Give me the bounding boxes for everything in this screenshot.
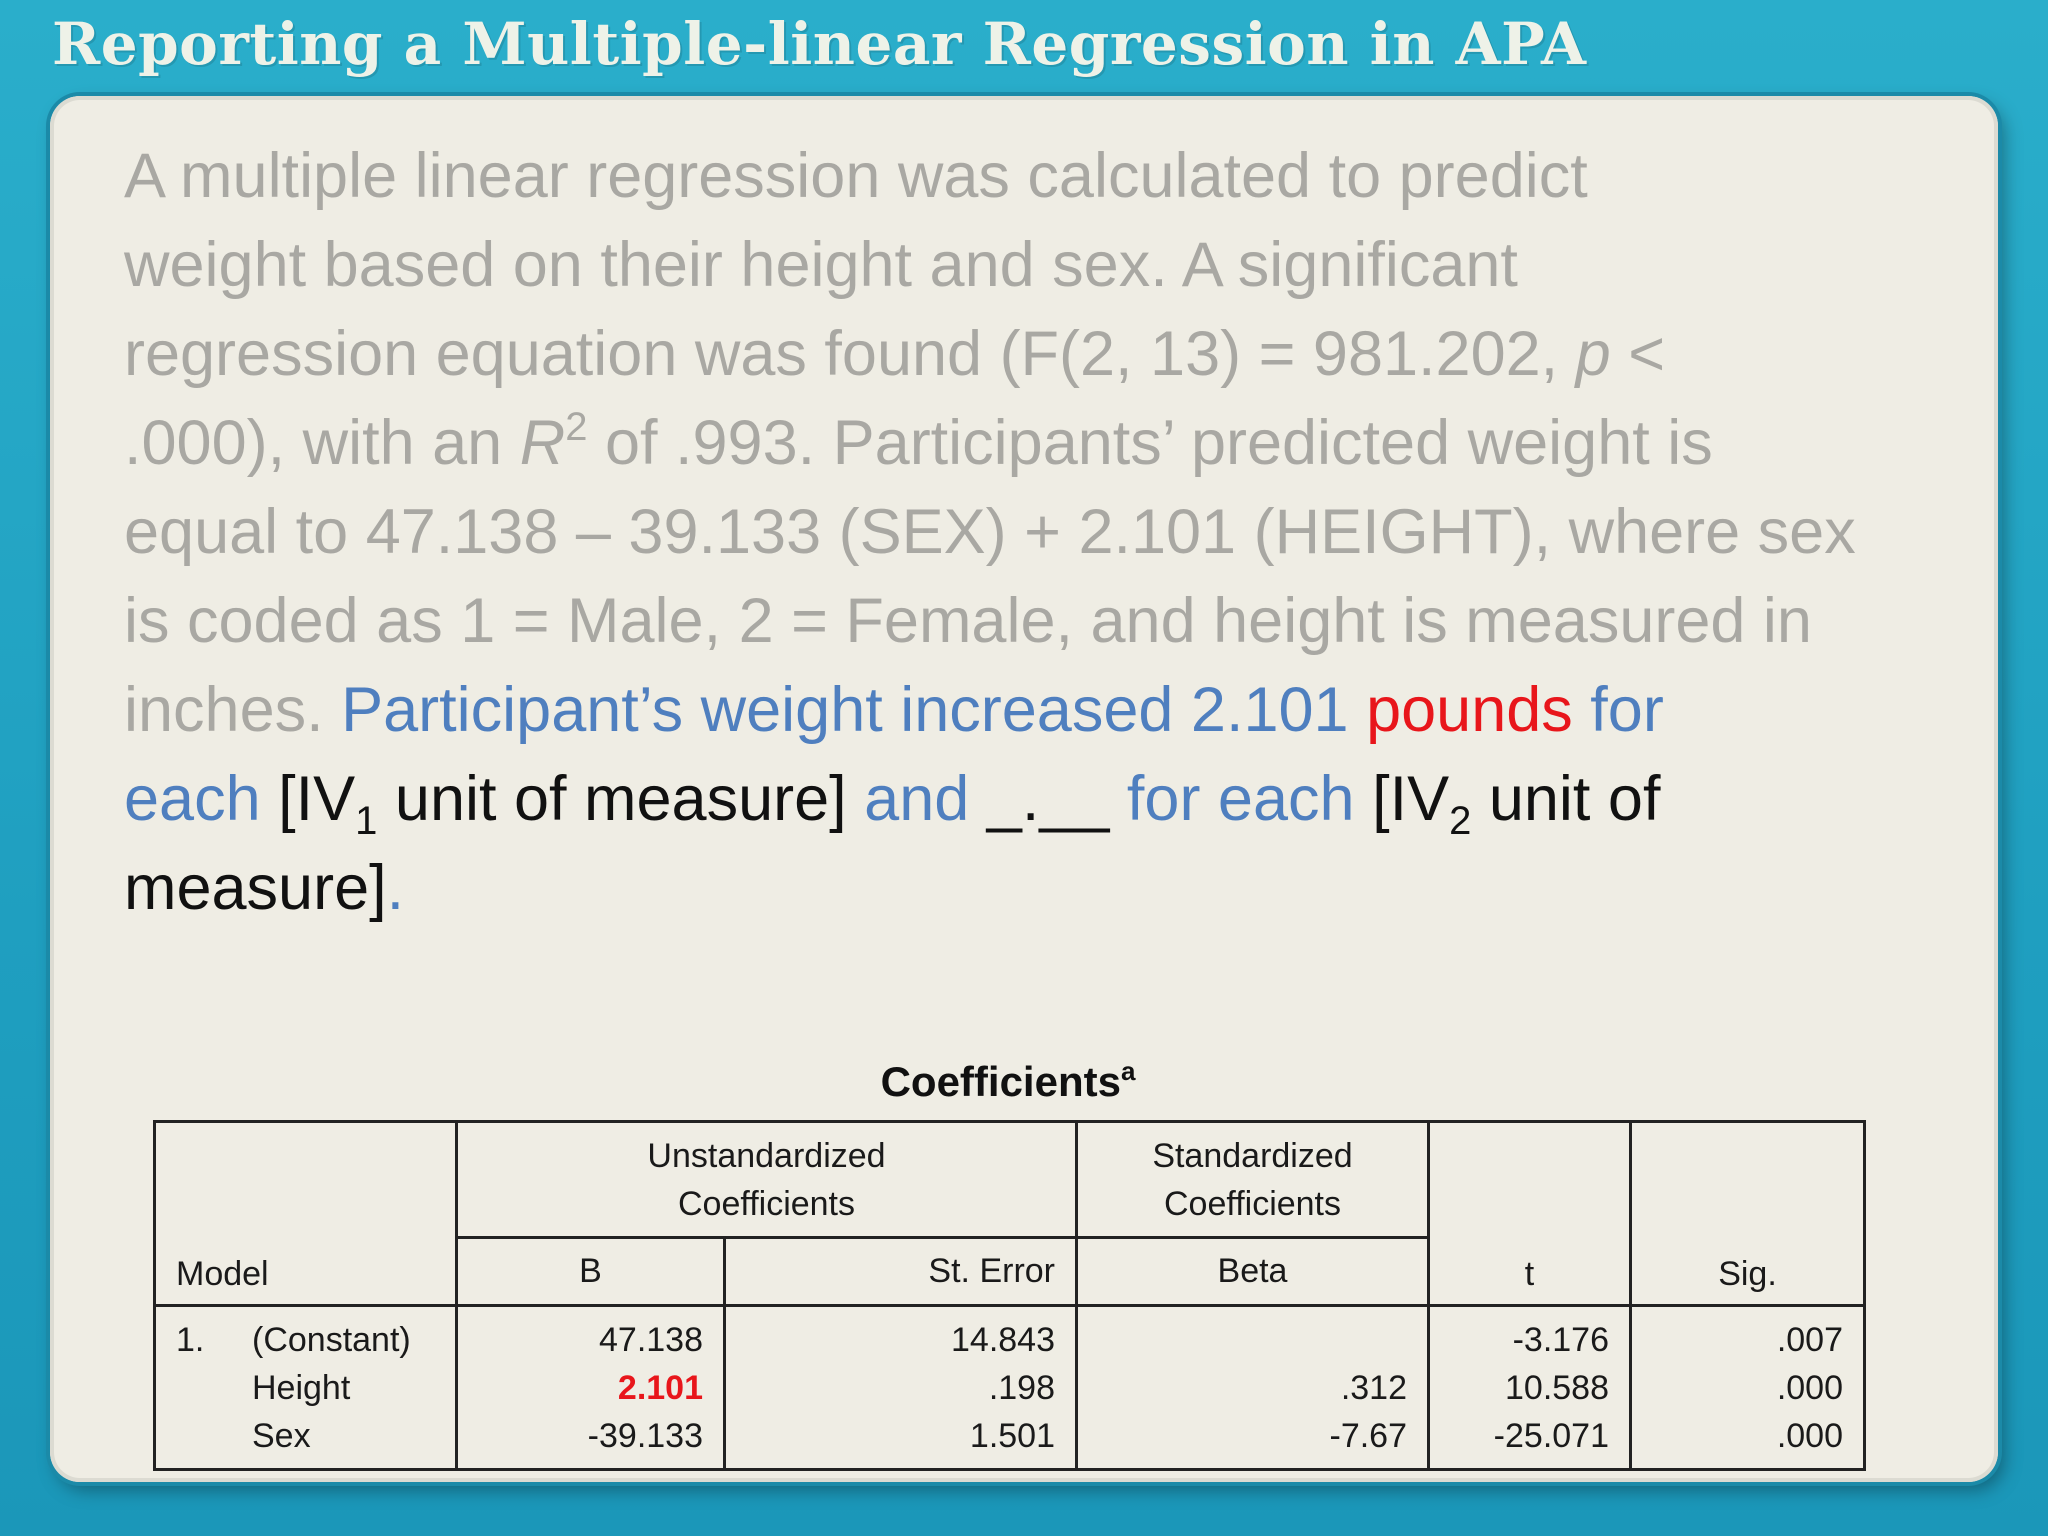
p-symbol: p bbox=[1575, 319, 1611, 389]
sig-values: .007 .000 .000 bbox=[1629, 1304, 1866, 1471]
se-values: 14.843 .198 1.501 bbox=[723, 1304, 1078, 1471]
highlight-sentence: and bbox=[846, 764, 987, 834]
t-value: 10.588 bbox=[1505, 1368, 1609, 1407]
t-value: -3.176 bbox=[1512, 1320, 1609, 1359]
header-line: Standardized bbox=[1152, 1136, 1353, 1175]
paragraph-line-5: equal to 47.138 – 39.133 (SEX) + 2.101 (… bbox=[124, 497, 1856, 567]
text-segment: < bbox=[1610, 319, 1665, 389]
t-value: -25.071 bbox=[1493, 1416, 1609, 1455]
sig-value: .007 bbox=[1776, 1320, 1843, 1359]
table-header-row: Model Unstandardized Coefficients Standar… bbox=[153, 1120, 1866, 1307]
iv2-subscript: 2 bbox=[1449, 799, 1472, 843]
apa-paragraph: A multiple linear regression was calcula… bbox=[124, 132, 1954, 933]
paragraph-line-9: measure]. bbox=[124, 844, 1954, 933]
header-line: Unstandardized bbox=[647, 1136, 886, 1175]
text-segment: inches. bbox=[124, 675, 342, 745]
table-caption: Coefficientsa bbox=[50, 1058, 1966, 1106]
coefficients-table: Model Unstandardized Coefficients Standar… bbox=[153, 1120, 1866, 1471]
table-body-row: 1. (Constant) Height Sex 47.138 2.101 -3… bbox=[153, 1304, 1866, 1471]
beta-header: Beta bbox=[1075, 1236, 1430, 1307]
r-squared-superscript: 2 bbox=[565, 405, 588, 449]
caption-text: Coefficients bbox=[880, 1058, 1121, 1105]
paragraph-line-4: .000), with an R2 of .993. Participants’… bbox=[124, 399, 1954, 488]
se-header: St. Error bbox=[723, 1236, 1078, 1307]
placeholder-iv1: [IV bbox=[278, 764, 356, 834]
b-value-highlight: 2.101 bbox=[617, 1368, 703, 1407]
se-value: 14.843 bbox=[951, 1320, 1055, 1359]
sig-value: .000 bbox=[1776, 1368, 1843, 1407]
predictor-name: (Constant) bbox=[252, 1320, 411, 1359]
paragraph-line-1: A multiple linear regression was calcula… bbox=[124, 141, 1588, 211]
t-header: t bbox=[1427, 1120, 1632, 1307]
placeholder-iv1-units: unit of measure] bbox=[377, 764, 847, 834]
model-header: Model bbox=[153, 1120, 458, 1307]
sig-value: .000 bbox=[1776, 1416, 1843, 1455]
model-number: 1. bbox=[176, 1320, 205, 1359]
se-value: 1.501 bbox=[969, 1416, 1055, 1455]
header-line: Coefficients bbox=[677, 1184, 856, 1223]
placeholder-iv2: [IV bbox=[1372, 764, 1450, 834]
sig-header: Sig. bbox=[1629, 1120, 1866, 1307]
header-line: Coefficients bbox=[1163, 1184, 1342, 1223]
beta-value: -7.67 bbox=[1329, 1416, 1408, 1455]
table-subheader-row: B St. Error Beta bbox=[155, 1236, 1865, 1307]
predictor-names: (Constant) Height Sex bbox=[252, 1316, 411, 1460]
b-header: B bbox=[455, 1236, 726, 1307]
paragraph-line-7: inches. Participant’s weight increased 2… bbox=[124, 666, 1954, 755]
placeholder-iv2-units: unit of bbox=[1471, 764, 1661, 834]
unstandardized-header: Unstandardized Coefficients bbox=[455, 1120, 1078, 1239]
b-value: -39.133 bbox=[587, 1416, 703, 1455]
predictor-name: Height bbox=[252, 1368, 351, 1407]
paragraph-line-6: is coded as 1 = Male, 2 = Female, and he… bbox=[124, 586, 1812, 656]
beta-value: .312 bbox=[1340, 1368, 1407, 1407]
highlight-sentence: Participant’s weight increased 2.101 bbox=[341, 675, 1367, 745]
model-cell: 1. (Constant) Height Sex bbox=[153, 1304, 458, 1471]
b-value: 47.138 bbox=[599, 1320, 703, 1359]
units-highlight: pounds bbox=[1366, 675, 1573, 745]
predictor-name: Sex bbox=[252, 1416, 311, 1455]
caption-footnote-mark: a bbox=[1120, 1056, 1136, 1086]
beta-value bbox=[1078, 1316, 1407, 1364]
text-segment: regression equation was found (F(2, 13) … bbox=[124, 319, 1576, 389]
text-segment: of .993. Participants’ predicted weight … bbox=[587, 408, 1713, 478]
se-value: .198 bbox=[988, 1368, 1055, 1407]
paragraph-line-2: weight based on their height and sex. A … bbox=[124, 230, 1518, 300]
model-block: 1. (Constant) Height Sex bbox=[176, 1316, 455, 1460]
b-values: 47.138 2.101 -39.133 bbox=[455, 1304, 726, 1471]
text-segment: .000), with an bbox=[124, 408, 520, 478]
iv1-subscript: 1 bbox=[355, 799, 378, 843]
final-period: . bbox=[386, 853, 405, 923]
standardized-header: Standardized Coefficients bbox=[1075, 1120, 1430, 1239]
paragraph-line-8: each [IV1 unit of measure] and _.__ for … bbox=[124, 755, 1954, 844]
highlight-sentence: for bbox=[1572, 675, 1664, 745]
highlight-sentence: for each bbox=[1109, 764, 1373, 834]
blank-value: _.__ bbox=[986, 764, 1110, 834]
beta-values: .312 -7.67 bbox=[1075, 1304, 1430, 1471]
content-panel: A multiple linear regression was calcula… bbox=[50, 96, 1998, 1482]
r-symbol: R bbox=[519, 408, 566, 478]
placeholder-measure: measure] bbox=[124, 853, 387, 923]
paragraph-line-3: regression equation was found (F(2, 13) … bbox=[124, 310, 1954, 399]
highlight-sentence: each bbox=[124, 764, 279, 834]
t-values: -3.176 10.588 -25.071 bbox=[1427, 1304, 1632, 1471]
slide-title: Reporting a Multiple-linear Regression i… bbox=[52, 10, 1587, 78]
